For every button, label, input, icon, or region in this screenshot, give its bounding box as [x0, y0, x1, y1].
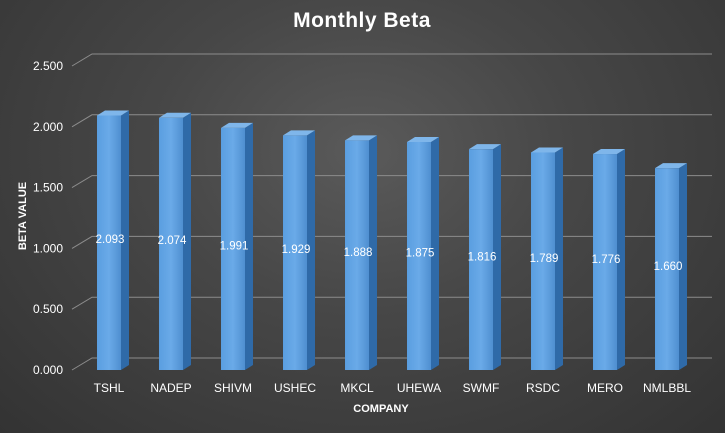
bar-side — [245, 122, 253, 370]
x-axis-label: COMPANY — [353, 403, 409, 415]
y-tick-label: 1.500 — [33, 181, 63, 195]
bar-front — [159, 117, 183, 370]
x-tick-label: UHEWA — [397, 381, 441, 395]
bar-side — [121, 110, 129, 370]
bar-front — [407, 142, 431, 370]
y-axis-label: BETA VALUE — [17, 182, 29, 250]
data-label: 1.776 — [592, 254, 621, 266]
bar-front — [221, 127, 245, 370]
x-tick-label: NADEP — [150, 381, 191, 395]
bar-top — [97, 110, 129, 116]
data-label: 1.991 — [220, 240, 249, 252]
bar-side — [369, 135, 377, 370]
bar: 1.816 — [468, 144, 501, 370]
data-label: 1.929 — [282, 244, 311, 256]
data-label: 1.789 — [530, 253, 559, 265]
bar-top — [407, 137, 439, 142]
bar-top — [345, 135, 377, 141]
y-axis-ticks: 0.000 0.500 1.000 1.500 2.000 2.500 — [33, 59, 63, 377]
bar: 2.093 — [96, 110, 129, 370]
gridline — [71, 175, 712, 189]
y-tick-label: 2.500 — [33, 59, 63, 73]
bar-side — [679, 163, 687, 370]
bar-top — [159, 112, 191, 118]
gridline — [71, 357, 712, 371]
gridline — [71, 235, 712, 249]
data-label: 2.074 — [158, 235, 187, 247]
x-tick-label: USHEC — [274, 381, 316, 395]
x-tick-label: NMLBBL — [643, 381, 691, 395]
bar-top — [283, 130, 315, 136]
data-label: 1.888 — [344, 247, 373, 259]
bar-side — [617, 149, 625, 370]
bar-top — [531, 147, 563, 153]
y-tick-label: 0.500 — [33, 302, 63, 316]
gridlines — [71, 53, 712, 371]
data-label: 1.660 — [654, 261, 683, 273]
bar-side — [307, 130, 315, 370]
chart-title: Monthly Beta — [293, 9, 431, 32]
y-tick-label: 1.000 — [33, 241, 63, 255]
bar-top — [221, 122, 253, 128]
bar-top — [593, 149, 625, 155]
bar-top — [655, 163, 687, 169]
bars: 2.093 2.074 1.991 1.929 1.888 1.875 1.816 1.789… — [96, 110, 687, 370]
bar-front — [283, 135, 307, 370]
x-tick-label: MERO — [587, 381, 623, 395]
bar-top — [469, 144, 501, 150]
bar-front — [97, 115, 121, 370]
bar: 1.660 — [654, 163, 687, 370]
bar-front — [531, 152, 555, 370]
data-label: 1.875 — [406, 248, 435, 260]
x-tick-label: TSHL — [94, 381, 125, 395]
bar: 1.991 — [220, 122, 253, 370]
y-tick-label: 2.000 — [33, 120, 63, 134]
bar: 2.074 — [158, 112, 191, 370]
bar: 1.929 — [282, 130, 315, 370]
bar-front — [593, 154, 617, 370]
bar-front — [345, 140, 369, 370]
gridline — [71, 114, 712, 128]
x-tick-label: SWMF — [463, 381, 500, 395]
gridline — [71, 53, 712, 67]
x-tick-label: MKCL — [340, 381, 374, 395]
data-label: 1.816 — [468, 251, 497, 263]
x-tick-label: SHIVM — [214, 381, 252, 395]
bar: 1.875 — [406, 137, 439, 370]
bar-front — [655, 168, 679, 370]
data-label: 2.093 — [96, 234, 125, 246]
y-tick-label: 0.000 — [33, 363, 63, 377]
bar-front — [469, 149, 493, 370]
bar-side — [493, 144, 501, 370]
bar: 1.888 — [344, 135, 377, 370]
bar-side — [555, 147, 563, 370]
bar: 1.776 — [592, 149, 625, 370]
x-axis-ticks: TSHL NADEP SHIVM USHEC MKCL UHEWA SWMF RSDC MERO… — [94, 381, 692, 395]
bar-side — [431, 137, 439, 370]
bar-side — [183, 112, 191, 370]
bar: 1.789 — [530, 147, 563, 370]
gridline — [71, 296, 712, 310]
x-tick-label: RSDC — [526, 381, 560, 395]
